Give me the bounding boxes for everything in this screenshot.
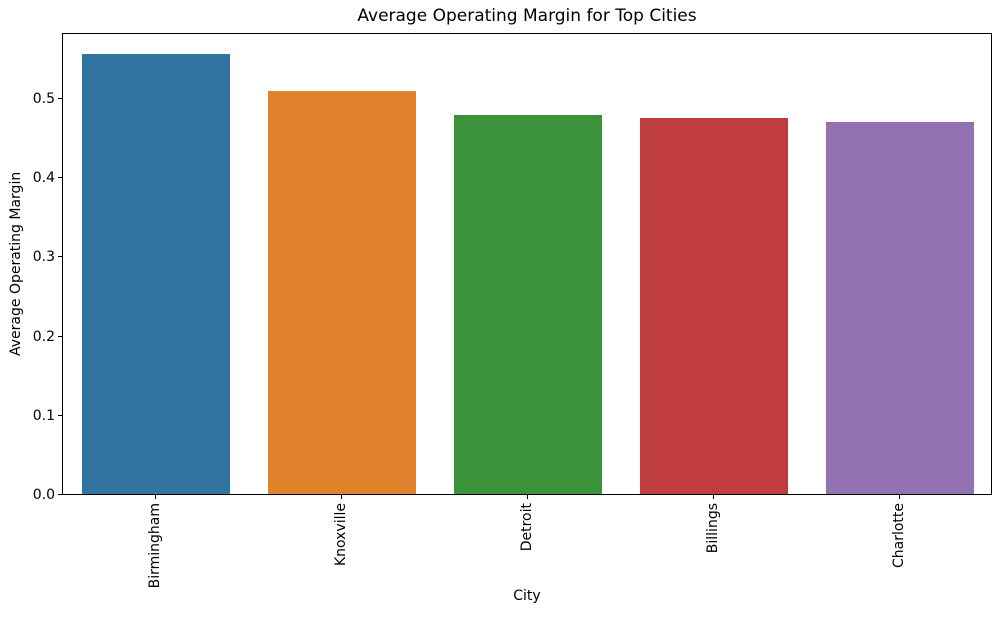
x-tick-mark xyxy=(527,495,528,499)
x-tick-label-charlotte: Charlotte xyxy=(891,503,907,569)
y-tick-mark xyxy=(58,177,62,179)
y-tick-mark xyxy=(58,494,62,495)
y-tick-label-0.0: 0.0 xyxy=(32,487,55,503)
x-axis-label: City xyxy=(513,588,541,604)
y-tick-label-0.3: 0.3 xyxy=(32,249,55,266)
y-tick-label-0.2: 0.2 xyxy=(32,328,55,345)
y-tick-mark xyxy=(58,414,62,416)
x-tick-mark xyxy=(899,495,900,499)
y-tick-label-0.5: 0.5 xyxy=(32,90,55,107)
chart-title: Average Operating Margin for Top Cities xyxy=(357,6,697,26)
y-tick-label-0.4: 0.4 xyxy=(32,170,55,187)
x-tick-mark xyxy=(713,495,714,499)
x-tick-label-billings: Billings xyxy=(705,503,721,554)
y-tick-mark xyxy=(58,97,62,99)
bar-billings xyxy=(639,118,789,494)
bar-detroit xyxy=(453,115,603,494)
y-tick-label-0.1: 0.1 xyxy=(32,407,55,424)
bar-charlotte xyxy=(825,122,975,494)
x-tick-mark xyxy=(155,495,156,499)
plot-area xyxy=(62,33,992,495)
x-tick-label-knoxville: Knoxville xyxy=(333,503,349,567)
x-tick-label-birmingham: Birmingham xyxy=(147,503,163,589)
y-tick-mark xyxy=(58,335,62,337)
x-tick-mark xyxy=(341,495,342,499)
bar-birmingham xyxy=(81,54,231,494)
x-tick-label-detroit: Detroit xyxy=(519,503,535,552)
y-tick-mark xyxy=(58,256,62,258)
bar-knoxville xyxy=(267,90,417,494)
